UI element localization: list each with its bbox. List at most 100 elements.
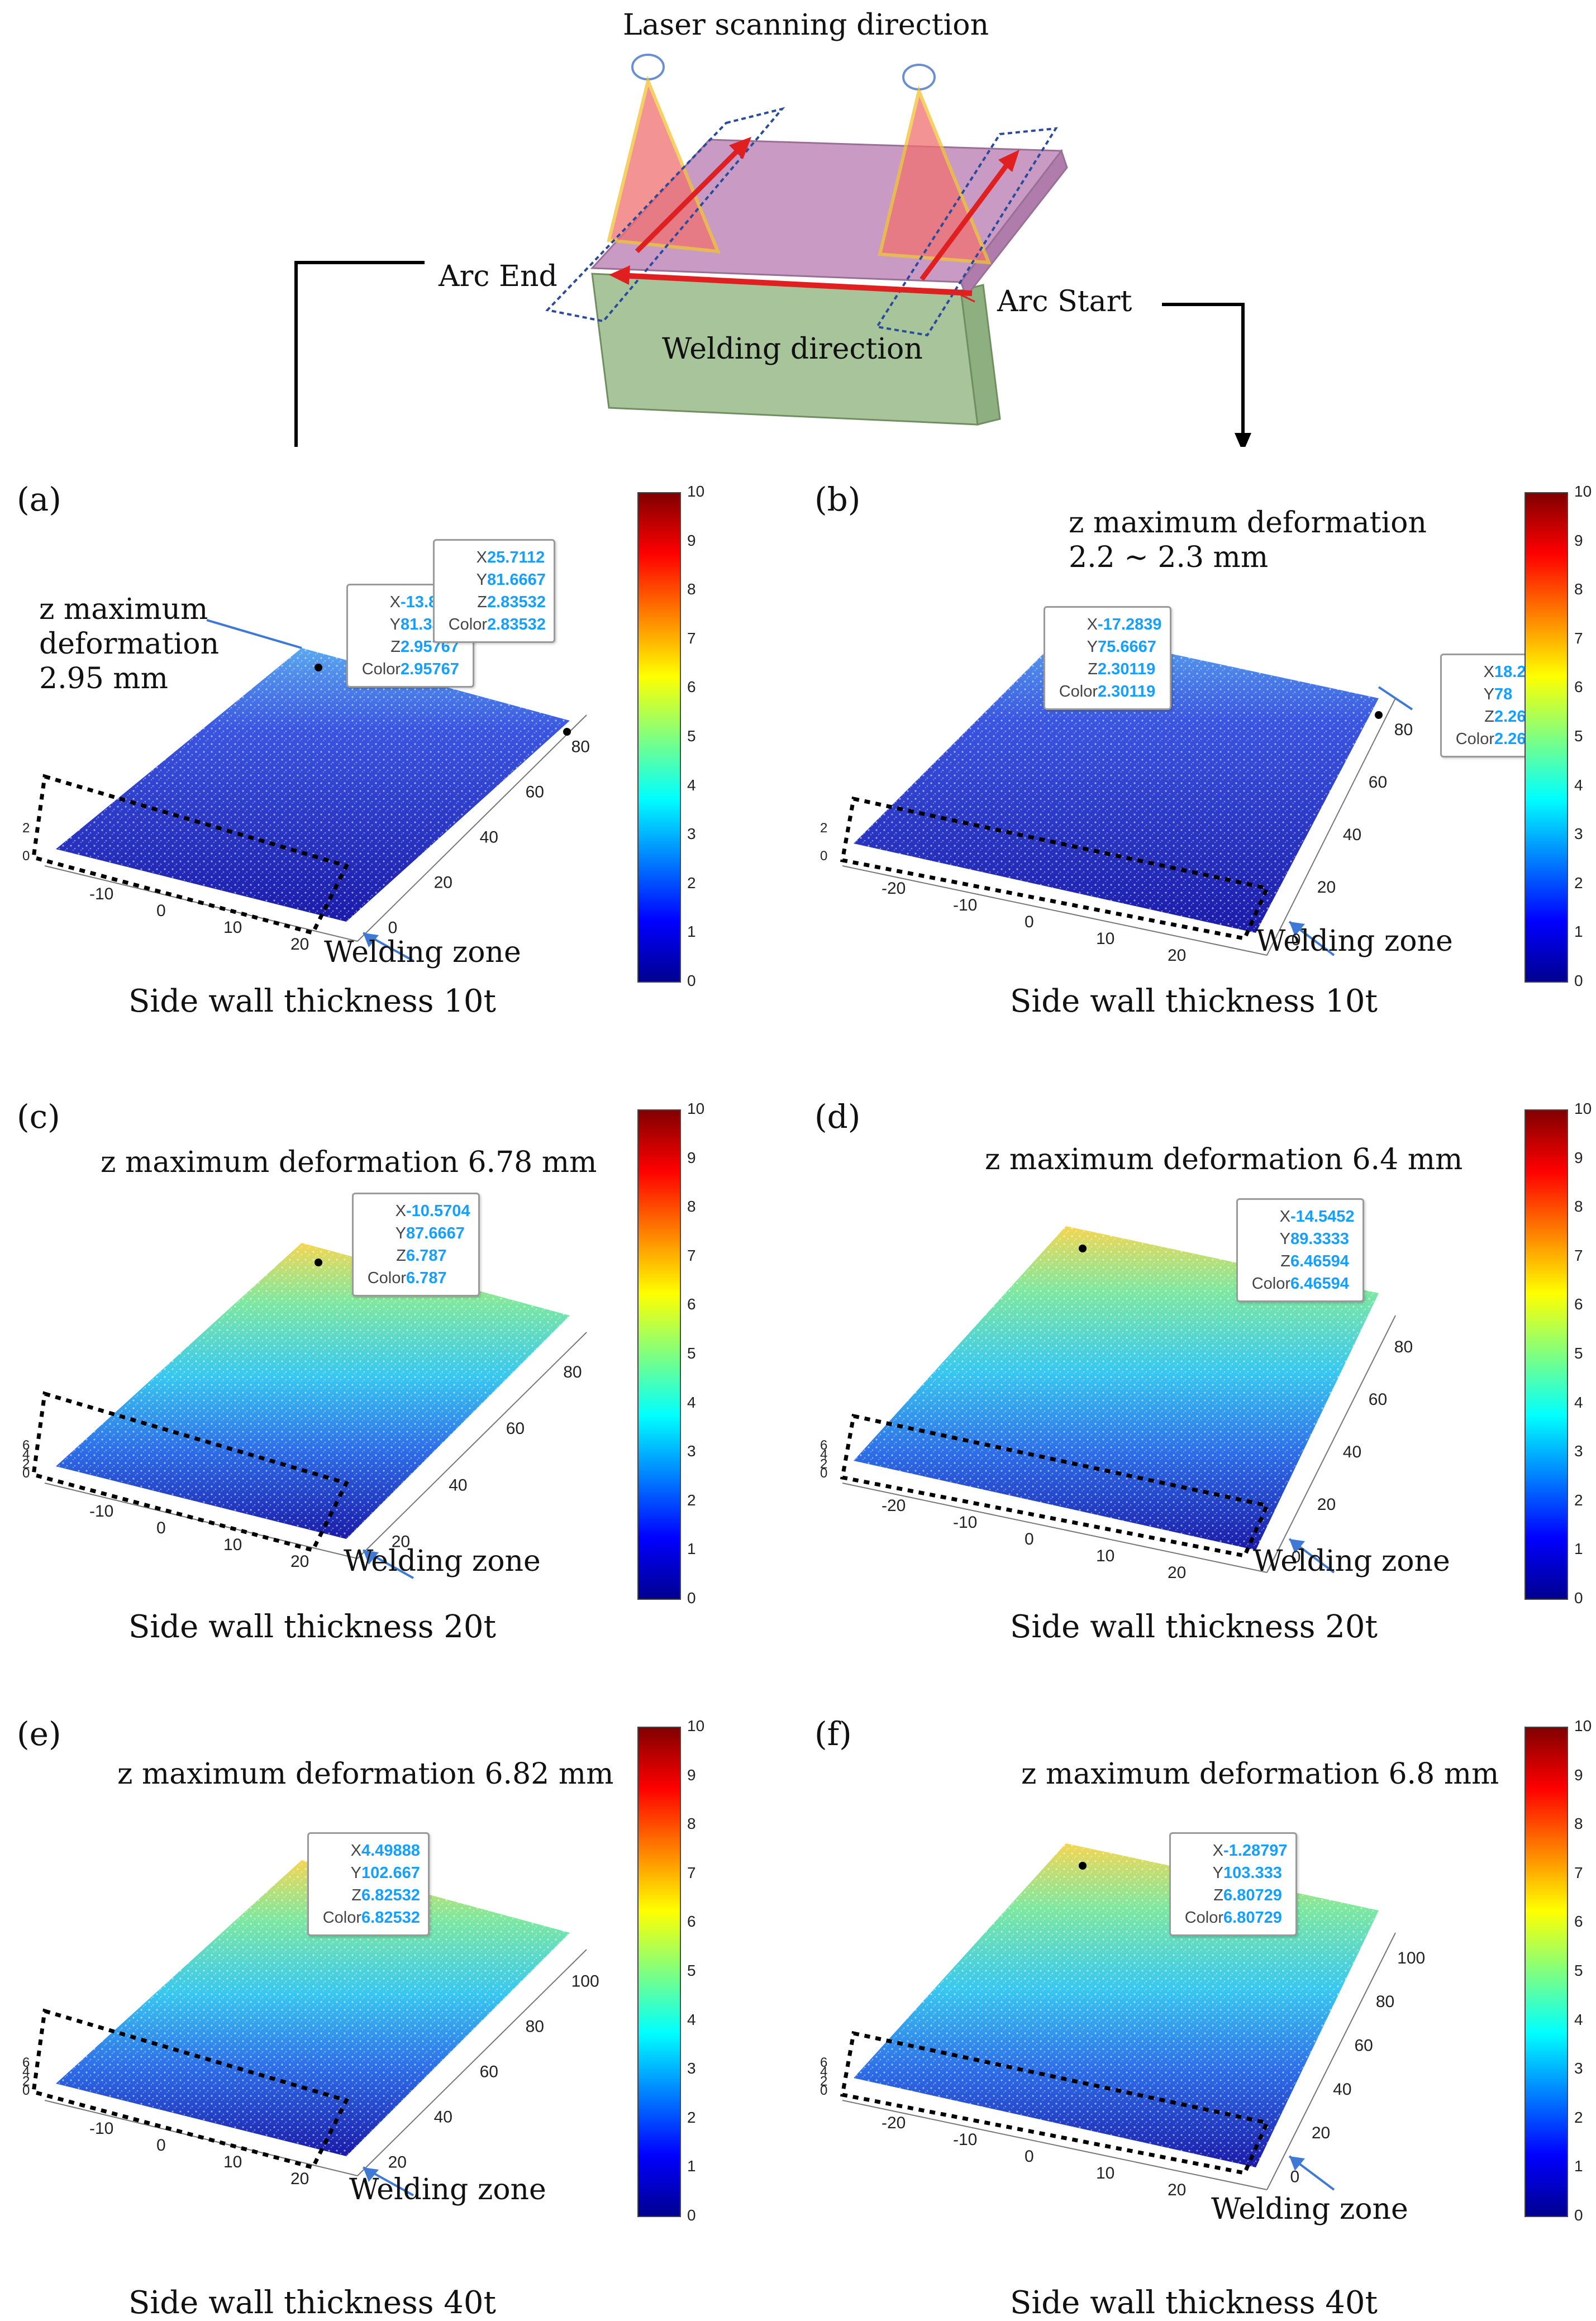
panel-caption: Side wall thickness 20t <box>1010 1609 1378 1645</box>
x-tick-label: -10 <box>89 885 113 903</box>
datatip-key: Color <box>322 1909 361 1927</box>
annotation-line: z maximum deformation 6.4 mm <box>985 1143 1463 1176</box>
panel-letter: (c) <box>17 1098 60 1136</box>
colorbar-tick-label: 6 <box>687 678 696 696</box>
colorbar-tick-label: 8 <box>1574 580 1583 598</box>
datatip-box[interactable]: X -1.28797 Y 103.333 Z 6.80729 Color 6.8072… <box>1169 1832 1297 1936</box>
datatip-box[interactable]: X -17.2839 Y 75.6667 Z 2.30119 Color 2.3011… <box>1044 606 1171 710</box>
colorbar-gradient <box>1524 492 1568 983</box>
welding-zone-box <box>840 2031 1270 2175</box>
datatip-value: 2.83532 <box>487 593 546 611</box>
datatip-key: X <box>389 593 401 611</box>
y-tick-label: 80 <box>526 2018 544 2036</box>
datatip-key: Y <box>1279 1230 1290 1248</box>
datatip-value: 6.46594 <box>1290 1252 1349 1270</box>
colorbar <box>637 492 682 983</box>
colorbar-tick-label: 3 <box>687 825 696 843</box>
x-tick-label: 20 <box>1168 2181 1186 2199</box>
colorbar-tick-label: 1 <box>687 2157 696 2175</box>
y-tick-label: 0 <box>1292 1548 1301 1566</box>
surface-speckle <box>854 1226 1379 1550</box>
x-tick-label: -20 <box>882 1497 906 1515</box>
colorbar-tick-label: 8 <box>1574 1815 1583 1833</box>
max-deformation-annotation: z maximum deformation 6.8 mm <box>1021 1757 1499 1791</box>
welding-zone-label: Welding zone <box>1253 1545 1450 1578</box>
colorbar-tick-label: 9 <box>1574 1766 1583 1784</box>
y-tick-label: 80 <box>571 738 590 756</box>
datatip-key: Y <box>389 616 401 633</box>
datatip-marker-secondary[interactable] <box>563 728 571 736</box>
colorbar <box>637 1109 682 1600</box>
y-tick-label: 0 <box>388 919 398 937</box>
colorbar-tick-label: 9 <box>687 531 696 549</box>
colorbar-tick-label: 9 <box>687 1148 696 1166</box>
z-tick-label: 2 <box>820 821 827 836</box>
annotation-line: z maximum deformation <box>1069 506 1427 540</box>
y-axis-line <box>1266 1932 1396 2190</box>
datatip-value: 81.6667 <box>487 571 546 589</box>
y-tick-label: 0 <box>1290 2168 1300 2186</box>
colorbar-tick-label: 3 <box>1574 2060 1583 2077</box>
datatip-marker[interactable] <box>1079 1245 1087 1252</box>
y-tick-label: 60 <box>506 1419 525 1438</box>
welding-zone-box <box>31 2008 349 2170</box>
datatip-key: X <box>350 1842 361 1860</box>
colorbar-tick-label: 9 <box>1574 1148 1583 1166</box>
datatip-marker[interactable] <box>1079 1862 1087 1870</box>
colorbar-tick-label: 9 <box>1574 531 1583 549</box>
datatip-marker[interactable] <box>315 1259 322 1266</box>
datatip-key: X <box>1087 616 1098 633</box>
datatip-value: 25.7112 <box>487 549 545 566</box>
colorbar-rect <box>1524 1109 1568 1600</box>
x-tick-label: -10 <box>89 1502 113 1521</box>
datatip-box[interactable]: X 4.49888 Y 102.667 Z 6.82532 Color 6.82532 <box>307 1832 430 1936</box>
y-tick-label: 80 <box>563 1363 582 1381</box>
surface-speckle <box>56 648 570 922</box>
datatip-key: Z <box>396 1247 406 1265</box>
z-tick-label: 6 <box>820 1438 827 1453</box>
datatip-value: -14.5452 <box>1290 1208 1355 1226</box>
colorbar-tick-label: 5 <box>1574 1962 1583 1979</box>
max-deformation-annotation: z maximum deformation 6.82 mm <box>117 1757 613 1791</box>
z-tick-label: 2 <box>820 1456 827 1471</box>
colorbar-tick-label: 0 <box>687 1589 696 1607</box>
z-tick-label: 2 <box>22 2074 30 2089</box>
welding-zone-arrowhead <box>363 933 379 947</box>
datatip-box[interactable]: X -14.5452 Y 89.3333 Z 6.46594 Color 6.4659… <box>1236 1198 1364 1302</box>
datatip-row-color: Color 6.80729 <box>1179 1907 1288 1929</box>
laser-scanning-direction-label: Laser scanning direction <box>623 8 989 42</box>
datatip-value: 87.6667 <box>406 1224 465 1242</box>
colorbar-tick-label: 0 <box>687 2206 696 2224</box>
datatip-key: Color <box>1455 730 1494 748</box>
annotation-line: deformation <box>39 627 220 661</box>
welding-zone-arrowhead <box>1289 922 1305 936</box>
datatip-row-y: Y 81.6667 <box>442 569 546 591</box>
welding-zone-label: Welding zone <box>324 936 521 969</box>
z-tick-label: 0 <box>820 849 827 864</box>
datatip-value: 2.30119 <box>1098 660 1156 678</box>
colorbar-tick-label: 10 <box>1574 1717 1592 1734</box>
colorbar-tick-label: 1 <box>1574 2157 1583 2175</box>
colorbar-tick-label: 8 <box>687 580 696 598</box>
datatip-box[interactable]: X -10.5704 Y 87.6667 Z 6.787 Color 6.787 <box>352 1193 480 1297</box>
colorbar-tick-label: 7 <box>1574 629 1583 647</box>
datatip-marker-secondary[interactable] <box>1375 711 1383 719</box>
laser-beam-left <box>607 75 721 254</box>
colorbar-gradient <box>637 492 681 983</box>
datatip-key: Color <box>367 1269 406 1287</box>
datatip-key: X <box>1279 1208 1290 1226</box>
colorbar-tick-label: 2 <box>1574 1491 1583 1509</box>
datatip-box-secondary[interactable]: X 25.7112 Y 81.6667 Z 2.83532 Color 2.83532 <box>433 539 555 643</box>
welding-zone-label: Welding zone <box>344 1545 541 1578</box>
arc-start-label: Arc Start <box>997 285 1132 318</box>
datatip-row-x: X -10.5704 <box>361 1200 470 1222</box>
colorbar-tick-label: 7 <box>687 629 696 647</box>
datatip-marker[interactable] <box>315 664 322 671</box>
colorbar <box>1524 492 1569 983</box>
y-tick-label: 60 <box>1355 2037 1373 2055</box>
welding-zone-arrowhead <box>363 2167 379 2182</box>
scan-window-left <box>545 107 785 323</box>
